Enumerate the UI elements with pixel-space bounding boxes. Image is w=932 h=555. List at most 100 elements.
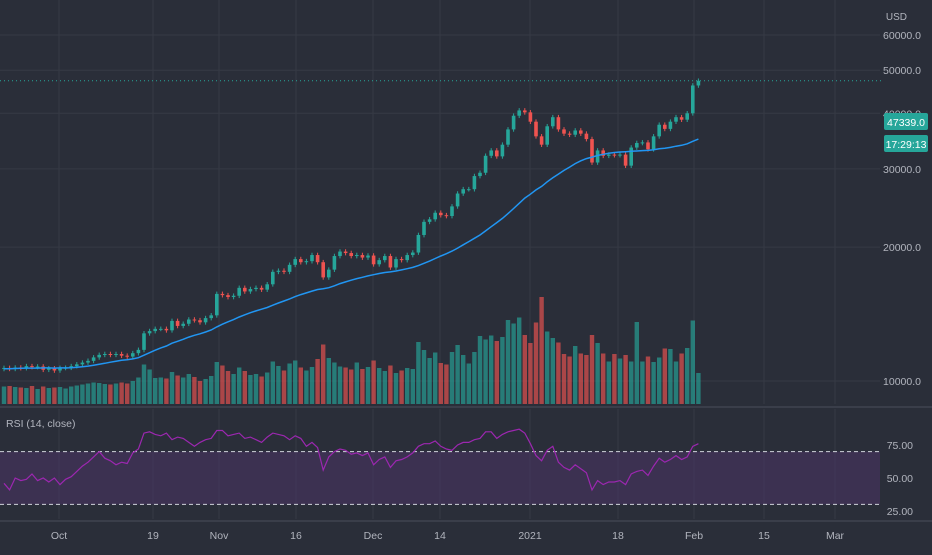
candle-body [377, 260, 381, 265]
candle-body [153, 328, 157, 332]
volume-bar [136, 377, 141, 404]
candle-body [517, 110, 521, 116]
candle-body [310, 255, 314, 262]
volume-bar [248, 375, 253, 404]
time-tick-label: Nov [210, 530, 229, 542]
candle-body [293, 259, 297, 265]
volume-bar [13, 387, 18, 404]
volume-bar [321, 344, 326, 404]
candle-body [203, 318, 208, 323]
candle-body [114, 354, 118, 356]
volume-bar [69, 386, 74, 404]
candle-body [472, 176, 477, 190]
volume-bar [102, 384, 107, 404]
rsi-tick-label: 75.00 [887, 440, 913, 452]
candle-body [651, 136, 656, 150]
candle-body [573, 130, 577, 135]
volume-bar [668, 349, 673, 404]
volume-bar [589, 335, 595, 404]
volume-bar [181, 377, 186, 404]
volume-bar [242, 371, 247, 404]
volume-bar [466, 363, 471, 404]
candle-body [97, 354, 101, 358]
candle-body [411, 252, 415, 256]
time-tick-label: Dec [364, 530, 383, 542]
candle-body [360, 255, 365, 258]
countdown-badge [884, 135, 928, 152]
countdown-label: 17:29:13 [886, 139, 927, 151]
candle-body [282, 270, 286, 272]
candle-body [243, 287, 247, 292]
axes: USD RSI (14, close) 10000.0 20000.0 30000.… [6, 12, 921, 542]
candle-body [147, 331, 152, 334]
volume-bar [690, 320, 695, 404]
candle-body [444, 215, 449, 217]
volume-bar [231, 374, 236, 404]
candles[interactable] [0, 78, 884, 373]
candle-body [556, 117, 561, 130]
volume-bar [365, 367, 371, 404]
candle-body [332, 256, 337, 270]
volume-bar [494, 341, 499, 404]
volume-bar [382, 371, 387, 404]
candle-body [131, 353, 135, 357]
candle-body [119, 354, 124, 356]
candle-body [405, 255, 409, 261]
volume-bar [405, 368, 410, 404]
volume-bar [175, 375, 180, 404]
price-tick-label: 20000.0 [883, 242, 921, 254]
candle-body [259, 287, 264, 290]
volume-bar [304, 370, 309, 404]
candle-body [304, 261, 309, 263]
candle-body [327, 269, 331, 278]
volume-bar [259, 376, 264, 404]
candle-body [579, 130, 583, 134]
candle-body [461, 189, 465, 194]
candle-body [209, 315, 213, 319]
rsi-line [3, 428, 699, 492]
candle-body [164, 328, 169, 331]
volume-bar [477, 336, 483, 404]
candle-body [276, 270, 281, 272]
volume-bar [214, 362, 219, 404]
candle-body [254, 287, 258, 290]
moving-average-line [3, 138, 699, 370]
candle-body [528, 112, 533, 122]
candle-body [623, 154, 628, 166]
candle-body [75, 364, 79, 367]
volume-bar [623, 355, 628, 404]
candle-body [646, 142, 650, 150]
candle-body [91, 357, 96, 361]
volume-bar [500, 337, 505, 404]
candle-body [500, 144, 505, 157]
volume-bar [276, 366, 281, 404]
candle-body [595, 150, 600, 163]
volume-bar [343, 367, 348, 404]
time-tick-label: Oct [51, 530, 67, 542]
price-tick-label: 60000.0 [883, 30, 921, 42]
volume-bar [41, 386, 46, 404]
candle-body [483, 155, 488, 173]
moving-average [3, 138, 699, 370]
volume-bar [80, 384, 85, 404]
last-price-labels: 47339.0 17:29:13 [884, 113, 928, 152]
rsi-tick-label: 50.00 [887, 473, 913, 485]
volume-bar [158, 377, 163, 404]
volume-bar [567, 356, 572, 404]
volume-bar [433, 352, 438, 404]
volume-bar [393, 373, 399, 404]
candle-body [601, 150, 605, 156]
candle-body [495, 150, 499, 157]
candle-body [142, 333, 146, 350]
volume-bar [349, 369, 354, 404]
candle-body [226, 295, 230, 297]
candle-body [545, 126, 549, 145]
volume-bar [377, 368, 382, 404]
candle-body [668, 121, 673, 129]
candle-body [663, 124, 667, 129]
candle-body [422, 221, 426, 235]
candle-body [349, 253, 353, 257]
volume-bar [505, 320, 511, 404]
